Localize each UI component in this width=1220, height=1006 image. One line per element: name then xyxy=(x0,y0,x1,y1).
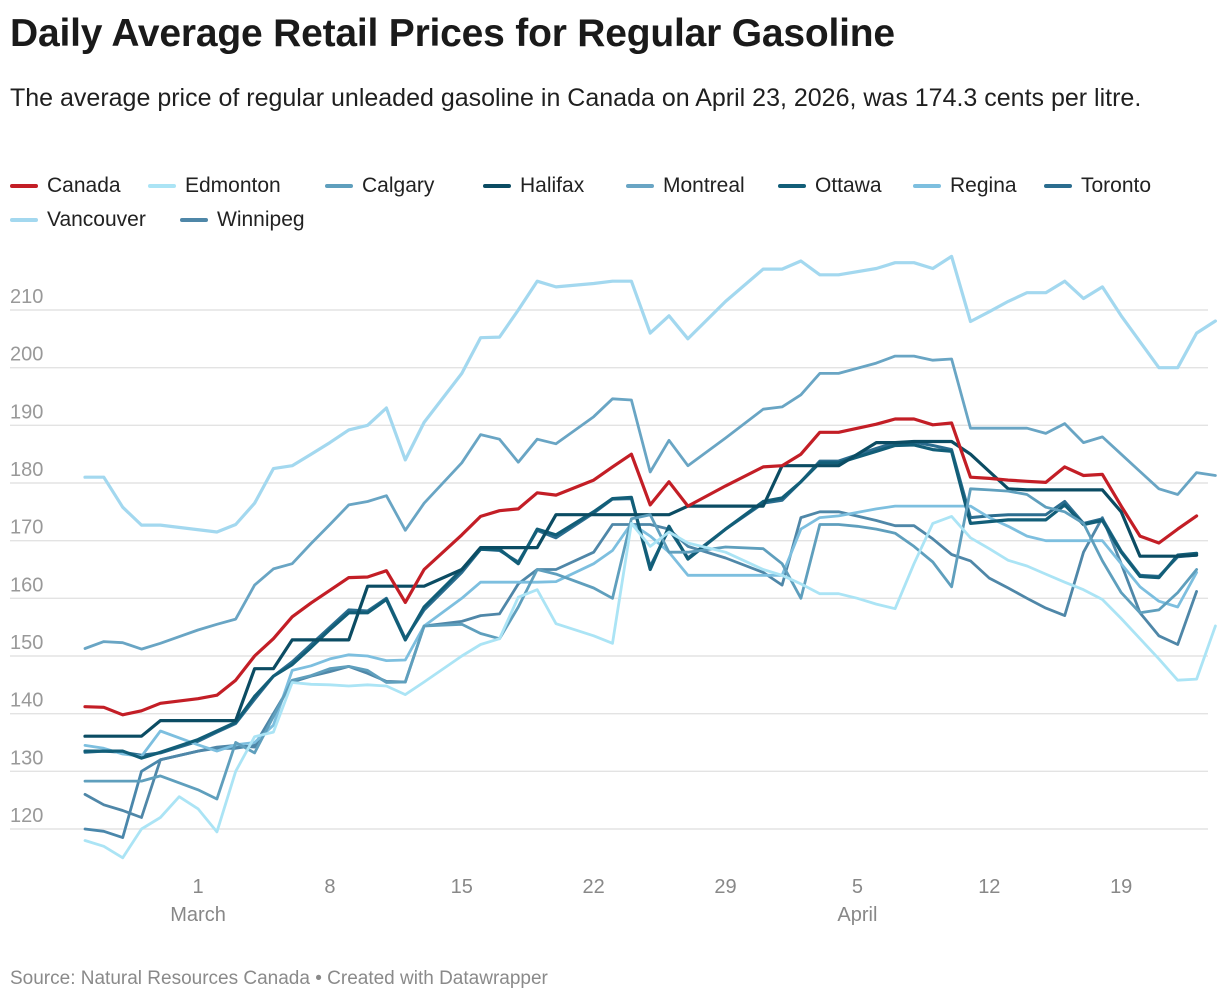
legend-item-montreal: Montreal xyxy=(626,172,745,200)
legend-swatch xyxy=(1044,184,1072,188)
series-line-unlabelled xyxy=(83,712,275,839)
legend-label: Calgary xyxy=(362,174,435,197)
legend-swatch xyxy=(148,184,176,188)
month-label: April xyxy=(837,904,877,926)
y-tick-label: 120 xyxy=(10,805,43,827)
legend-swatch xyxy=(10,218,38,222)
series-line-regina xyxy=(83,504,1198,758)
legend-item-regina: Regina xyxy=(913,172,1017,200)
legend-item-winnipeg: Winnipeg xyxy=(180,206,305,234)
series-line-winnipeg xyxy=(83,510,1198,819)
chart-subtitle: The average price of regular unleaded ga… xyxy=(10,84,1142,112)
legend-label: Toronto xyxy=(1081,174,1152,197)
source-footer: Source: Natural Resources Canada • Creat… xyxy=(10,968,548,989)
legend-label: Ottawa xyxy=(815,174,882,197)
legend-swatch xyxy=(10,184,38,188)
legend-swatch xyxy=(626,184,654,188)
y-tick-label: 200 xyxy=(10,344,43,366)
series-line-calgary xyxy=(83,487,1198,801)
legend-swatch xyxy=(483,184,511,188)
y-tick-label: 160 xyxy=(10,574,43,596)
x-tick-label: 8 xyxy=(324,876,335,898)
x-tick-label: 15 xyxy=(451,876,473,898)
x-axis-labels: 1 8 15 22 29 5 12 19 March April xyxy=(170,876,1132,926)
legend-label: Regina xyxy=(950,174,1017,197)
legend-label: Canada xyxy=(47,174,121,197)
series-lines xyxy=(83,254,1217,860)
chart-title: Daily Average Retail Prices for Regular … xyxy=(10,12,895,55)
legend-item-ottawa: Ottawa xyxy=(778,172,882,200)
series-line-ottawa xyxy=(83,443,1199,760)
legend-swatch xyxy=(913,184,941,188)
series-line-halifax xyxy=(83,439,1199,738)
y-tick-label: 170 xyxy=(10,517,43,539)
legend-item-calgary: Calgary xyxy=(325,172,434,200)
legend-label: Winnipeg xyxy=(217,208,305,231)
y-tick-label: 140 xyxy=(10,690,43,712)
legend-swatch xyxy=(325,184,353,188)
y-tick-label: 180 xyxy=(10,459,43,481)
legend-swatch xyxy=(180,218,208,222)
legend-label: Vancouver xyxy=(47,208,146,231)
legend-label: Montreal xyxy=(663,174,745,197)
x-tick-label: 1 xyxy=(192,876,203,898)
x-tick-label: 22 xyxy=(583,876,605,898)
x-tick-label: 19 xyxy=(1110,876,1132,898)
y-tick-label: 130 xyxy=(10,747,43,769)
legend-swatch xyxy=(778,184,806,188)
month-label: March xyxy=(170,904,226,926)
legend-item-toronto: Toronto xyxy=(1044,172,1151,200)
legend-label: Edmonton xyxy=(185,174,281,197)
legend-label: Halifax xyxy=(520,174,585,197)
series-line-vancouver xyxy=(83,254,1217,534)
legend-item-halifax: Halifax xyxy=(483,172,584,200)
series-line-canada xyxy=(83,417,1199,717)
y-axis-labels: 120 130 140 150 160 170 180 190 200 210 xyxy=(10,286,43,827)
line-chart: 120 130 140 150 160 170 180 190 200 210 1 8 15 22 29 5… xyxy=(10,254,1217,926)
legend-item-edmonton: Edmonton xyxy=(148,172,281,200)
x-tick-label: 12 xyxy=(978,876,1000,898)
y-tick-label: 190 xyxy=(10,401,43,423)
x-tick-label: 5 xyxy=(852,876,863,898)
grid-lines xyxy=(10,309,1208,830)
legend-item-vancouver: Vancouver xyxy=(10,206,146,234)
y-tick-label: 210 xyxy=(10,286,43,308)
series-line-montreal xyxy=(83,354,1217,651)
y-tick-label: 150 xyxy=(10,632,43,654)
series-line-edmonton xyxy=(83,515,1217,860)
x-tick-label: 29 xyxy=(714,876,736,898)
legend-item-canada: Canada xyxy=(10,172,121,200)
